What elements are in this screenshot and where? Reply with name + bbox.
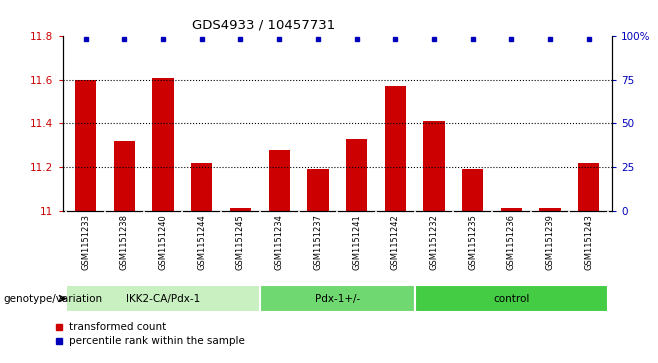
Text: GSM1151236: GSM1151236: [507, 214, 516, 270]
Text: GSM1151241: GSM1151241: [352, 214, 361, 270]
Bar: [346, 139, 367, 211]
Text: genotype/variation: genotype/variation: [3, 294, 103, 303]
Text: GSM1151244: GSM1151244: [197, 214, 207, 270]
Text: percentile rank within the sample: percentile rank within the sample: [69, 336, 245, 346]
Text: transformed count: transformed count: [69, 322, 166, 332]
Bar: [191, 163, 213, 211]
Text: GDS4933 / 10457731: GDS4933 / 10457731: [191, 18, 335, 31]
Text: control: control: [493, 294, 530, 303]
Bar: [501, 208, 522, 211]
Text: GSM1151233: GSM1151233: [81, 214, 90, 270]
Text: GSM1151245: GSM1151245: [236, 214, 245, 270]
Bar: [230, 208, 251, 211]
Text: GSM1151239: GSM1151239: [545, 214, 555, 270]
FancyBboxPatch shape: [415, 285, 608, 313]
Text: IKK2-CA/Pdx-1: IKK2-CA/Pdx-1: [126, 294, 200, 303]
Text: GSM1151234: GSM1151234: [274, 214, 284, 270]
FancyBboxPatch shape: [66, 285, 260, 313]
Bar: [423, 121, 445, 211]
Bar: [462, 169, 483, 211]
FancyBboxPatch shape: [260, 285, 415, 313]
Bar: [153, 78, 174, 211]
Text: GSM1151235: GSM1151235: [468, 214, 477, 270]
Bar: [540, 208, 561, 211]
Text: GSM1151232: GSM1151232: [430, 214, 438, 270]
Text: GSM1151243: GSM1151243: [584, 214, 594, 270]
Bar: [114, 141, 135, 211]
Bar: [75, 80, 96, 211]
Text: Pdx-1+/-: Pdx-1+/-: [315, 294, 360, 303]
Bar: [268, 150, 290, 211]
Text: GSM1151242: GSM1151242: [391, 214, 400, 270]
Text: GSM1151240: GSM1151240: [159, 214, 168, 270]
Text: GSM1151237: GSM1151237: [313, 214, 322, 270]
Bar: [385, 86, 406, 211]
Bar: [578, 163, 599, 211]
Bar: [307, 169, 328, 211]
Text: GSM1151238: GSM1151238: [120, 214, 129, 270]
